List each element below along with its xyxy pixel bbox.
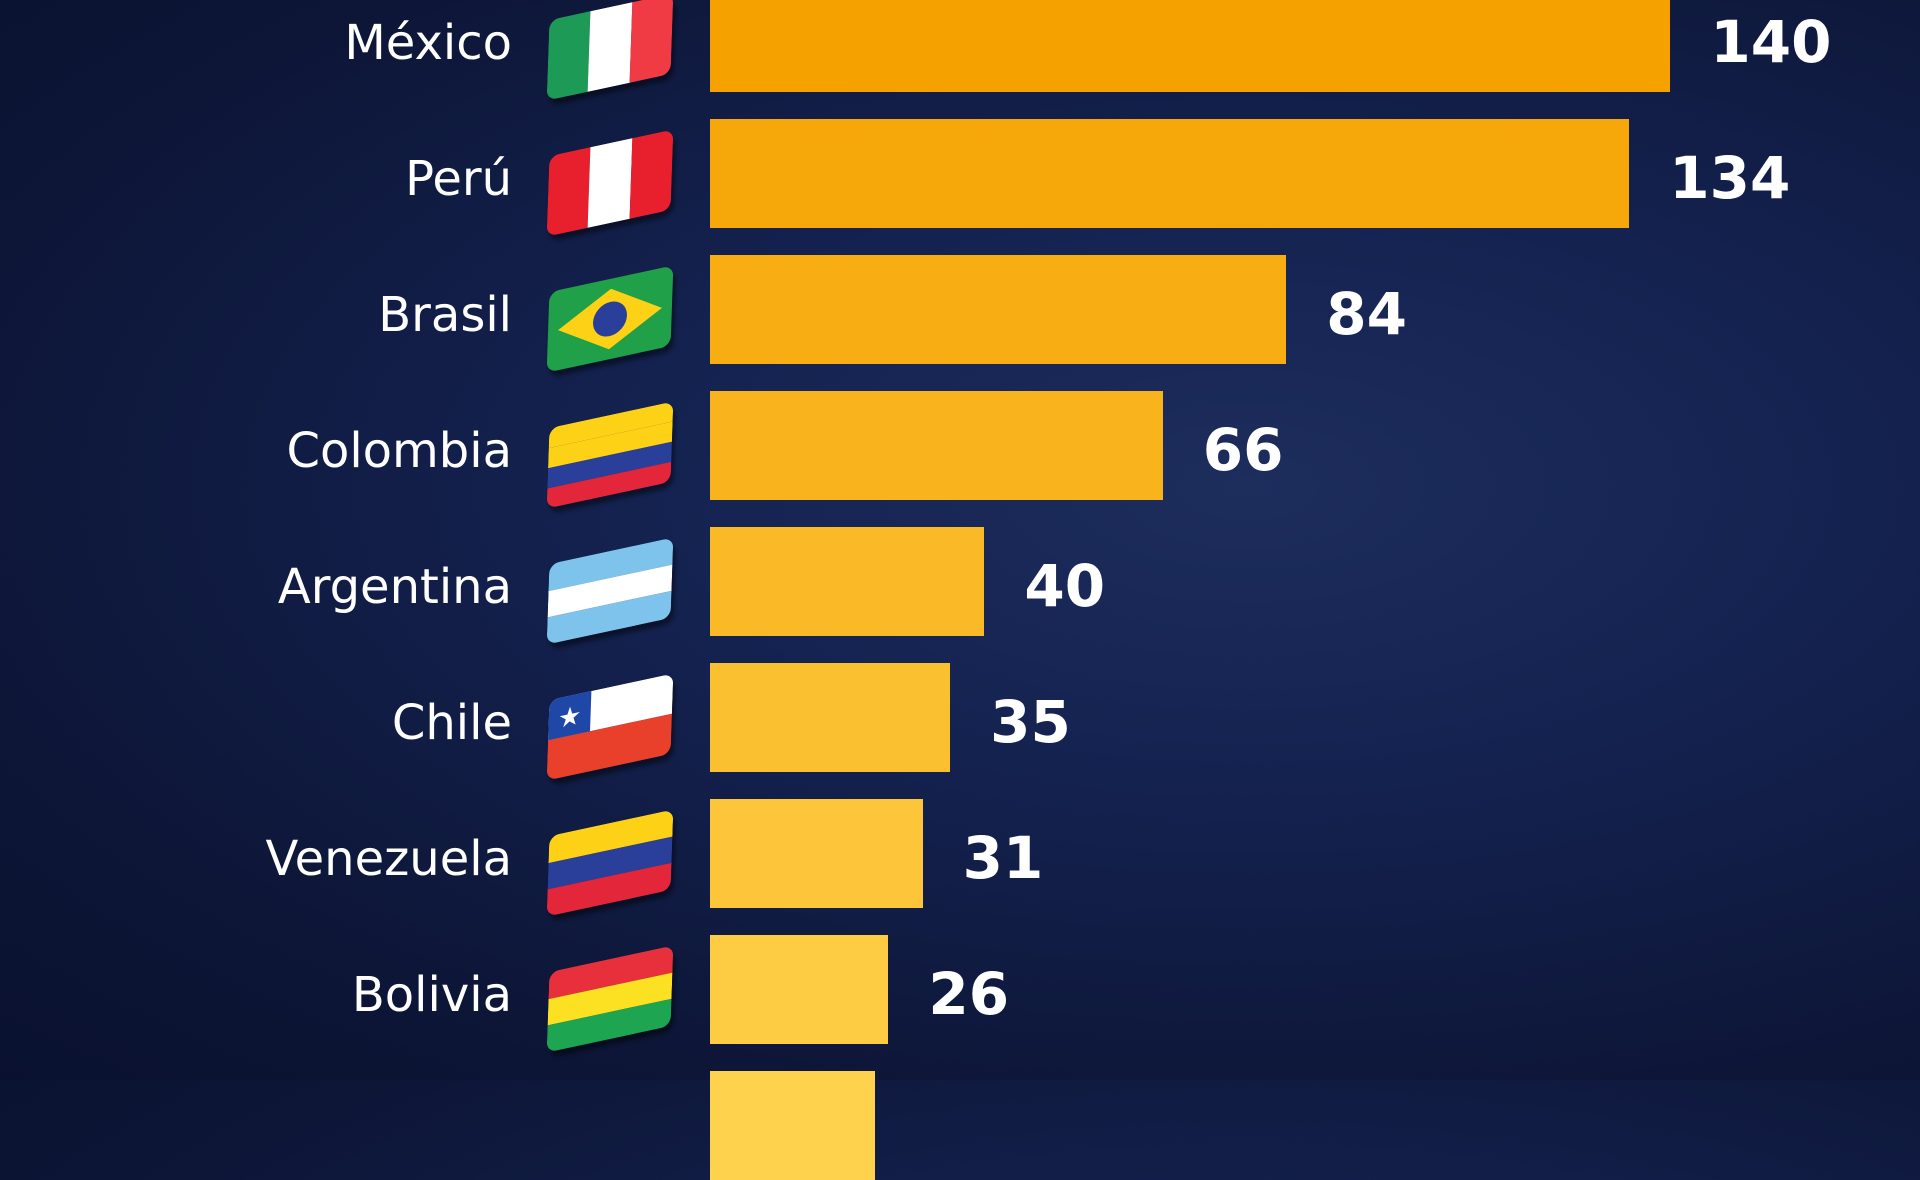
value-label: 84 (1326, 280, 1407, 348)
bar-méxico (710, 0, 1671, 92)
category-label: Chile (391, 695, 512, 751)
bar-brasil (710, 255, 1287, 364)
category-label: Perú (405, 151, 512, 207)
bar-argentina (710, 527, 985, 636)
mexico-flag-icon (546, 0, 674, 101)
value-label: 40 (1024, 552, 1106, 620)
value-label: 35 (990, 688, 1071, 756)
bar-perú (710, 119, 1630, 228)
category-label: Brasil (378, 287, 512, 343)
category-label: Colombia (286, 423, 512, 479)
venezuela-flag-icon (546, 809, 674, 917)
colombia-flag-icon (546, 401, 674, 509)
bar-colombia (710, 391, 1163, 500)
peru-flag-icon (546, 129, 674, 237)
bar-partial (710, 1071, 875, 1180)
brazil-flag-icon (546, 265, 674, 373)
value-label: 31 (962, 824, 1044, 892)
category-label: Bolivia (351, 967, 512, 1023)
argentina-flag-icon (546, 537, 674, 645)
bolivia-flag-icon (546, 945, 674, 1053)
category-label: México (344, 15, 512, 71)
bar-venezuela (710, 799, 923, 908)
value-label: 140 (1710, 8, 1832, 76)
svg-text:★: ★ (557, 699, 581, 735)
bar-bolivia (710, 935, 889, 1044)
value-label: 66 (1202, 416, 1284, 484)
category-label: Venezuela (265, 831, 513, 887)
category-label: Argentina (277, 559, 512, 615)
value-label: 134 (1669, 144, 1791, 212)
chile-flag-icon: ★ (546, 673, 674, 781)
value-label: 26 (928, 960, 1010, 1028)
bar-chile (710, 663, 951, 772)
bar-chart: México 140 Perú 134 Brasil 84 Colombia 66 Argent… (265, 0, 1832, 1180)
